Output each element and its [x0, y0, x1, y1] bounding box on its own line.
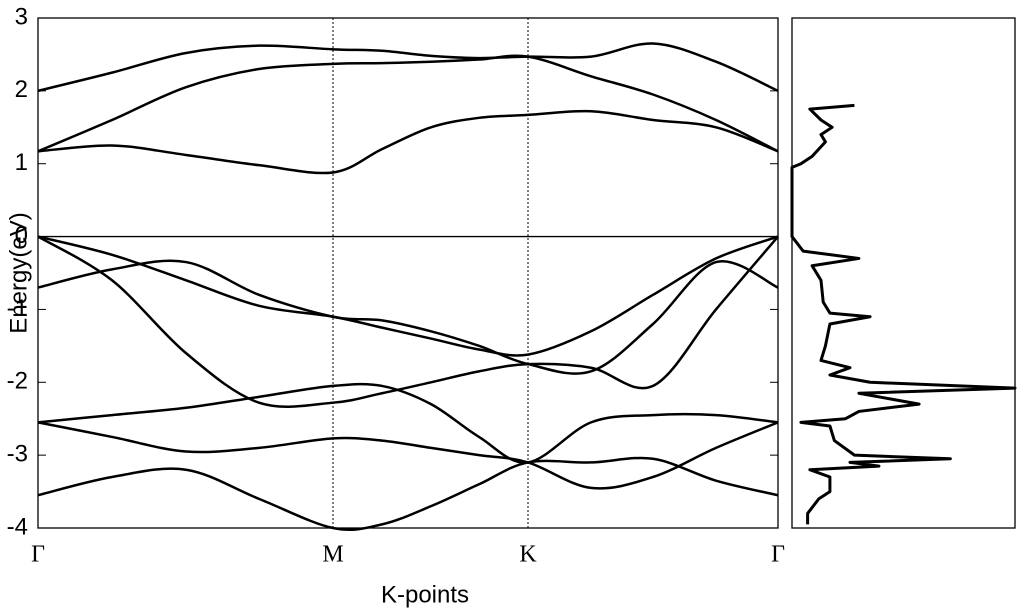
band [37, 382, 779, 464]
band [37, 456, 779, 531]
band [37, 421, 779, 490]
y-tick-label: -2 [7, 368, 28, 395]
band [37, 109, 779, 175]
y-tick-label: -1 [7, 295, 28, 322]
y-tick-label: 1 [15, 149, 28, 176]
band [37, 235, 779, 357]
dos-curve [790, 103, 1017, 525]
y-tick-label: -3 [7, 440, 28, 467]
y-tick-label: 2 [15, 76, 28, 103]
band [37, 235, 779, 408]
band [37, 42, 779, 93]
x-axis-label: K-points [381, 581, 469, 608]
x-tick-label: Γ [31, 542, 45, 568]
x-tick-label: M [322, 542, 343, 568]
band [37, 54, 779, 153]
y-tick-label: 0 [15, 222, 28, 249]
x-tick-label: Γ [771, 542, 785, 568]
y-tick-label: 3 [15, 3, 28, 30]
y-axis-label: Energy(eV) [5, 212, 32, 333]
y-tick-label: -4 [7, 513, 28, 540]
x-tick-label: K [519, 542, 537, 568]
band [37, 259, 779, 375]
plot-frame [37, 17, 779, 529]
dos-frame [791, 17, 1016, 529]
